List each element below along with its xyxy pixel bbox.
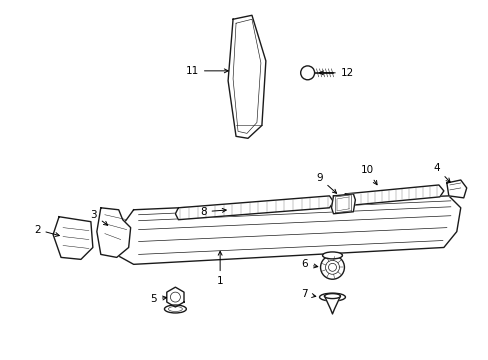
Text: 6: 6 xyxy=(301,259,317,269)
Polygon shape xyxy=(166,287,183,307)
Ellipse shape xyxy=(322,252,342,259)
Circle shape xyxy=(325,260,339,274)
Circle shape xyxy=(300,66,314,80)
Text: 10: 10 xyxy=(360,165,376,185)
Text: 2: 2 xyxy=(34,225,59,237)
Polygon shape xyxy=(116,196,460,264)
Polygon shape xyxy=(324,296,340,314)
Text: 12: 12 xyxy=(319,68,353,78)
Polygon shape xyxy=(331,194,355,214)
Text: 4: 4 xyxy=(433,163,449,182)
Text: 11: 11 xyxy=(185,66,228,76)
Text: 1: 1 xyxy=(216,251,223,286)
Circle shape xyxy=(170,292,180,302)
Circle shape xyxy=(328,264,336,271)
Text: 3: 3 xyxy=(90,210,107,225)
Polygon shape xyxy=(53,217,93,260)
Circle shape xyxy=(320,255,344,279)
Text: 5: 5 xyxy=(150,294,166,304)
Polygon shape xyxy=(446,180,466,198)
Polygon shape xyxy=(341,185,443,206)
Polygon shape xyxy=(227,15,265,138)
Text: 7: 7 xyxy=(301,289,315,299)
Ellipse shape xyxy=(324,294,340,298)
Ellipse shape xyxy=(164,305,186,313)
Text: 9: 9 xyxy=(316,173,336,193)
Polygon shape xyxy=(175,196,333,220)
Text: 8: 8 xyxy=(200,207,226,217)
Ellipse shape xyxy=(319,293,345,301)
Polygon shape xyxy=(97,208,130,257)
